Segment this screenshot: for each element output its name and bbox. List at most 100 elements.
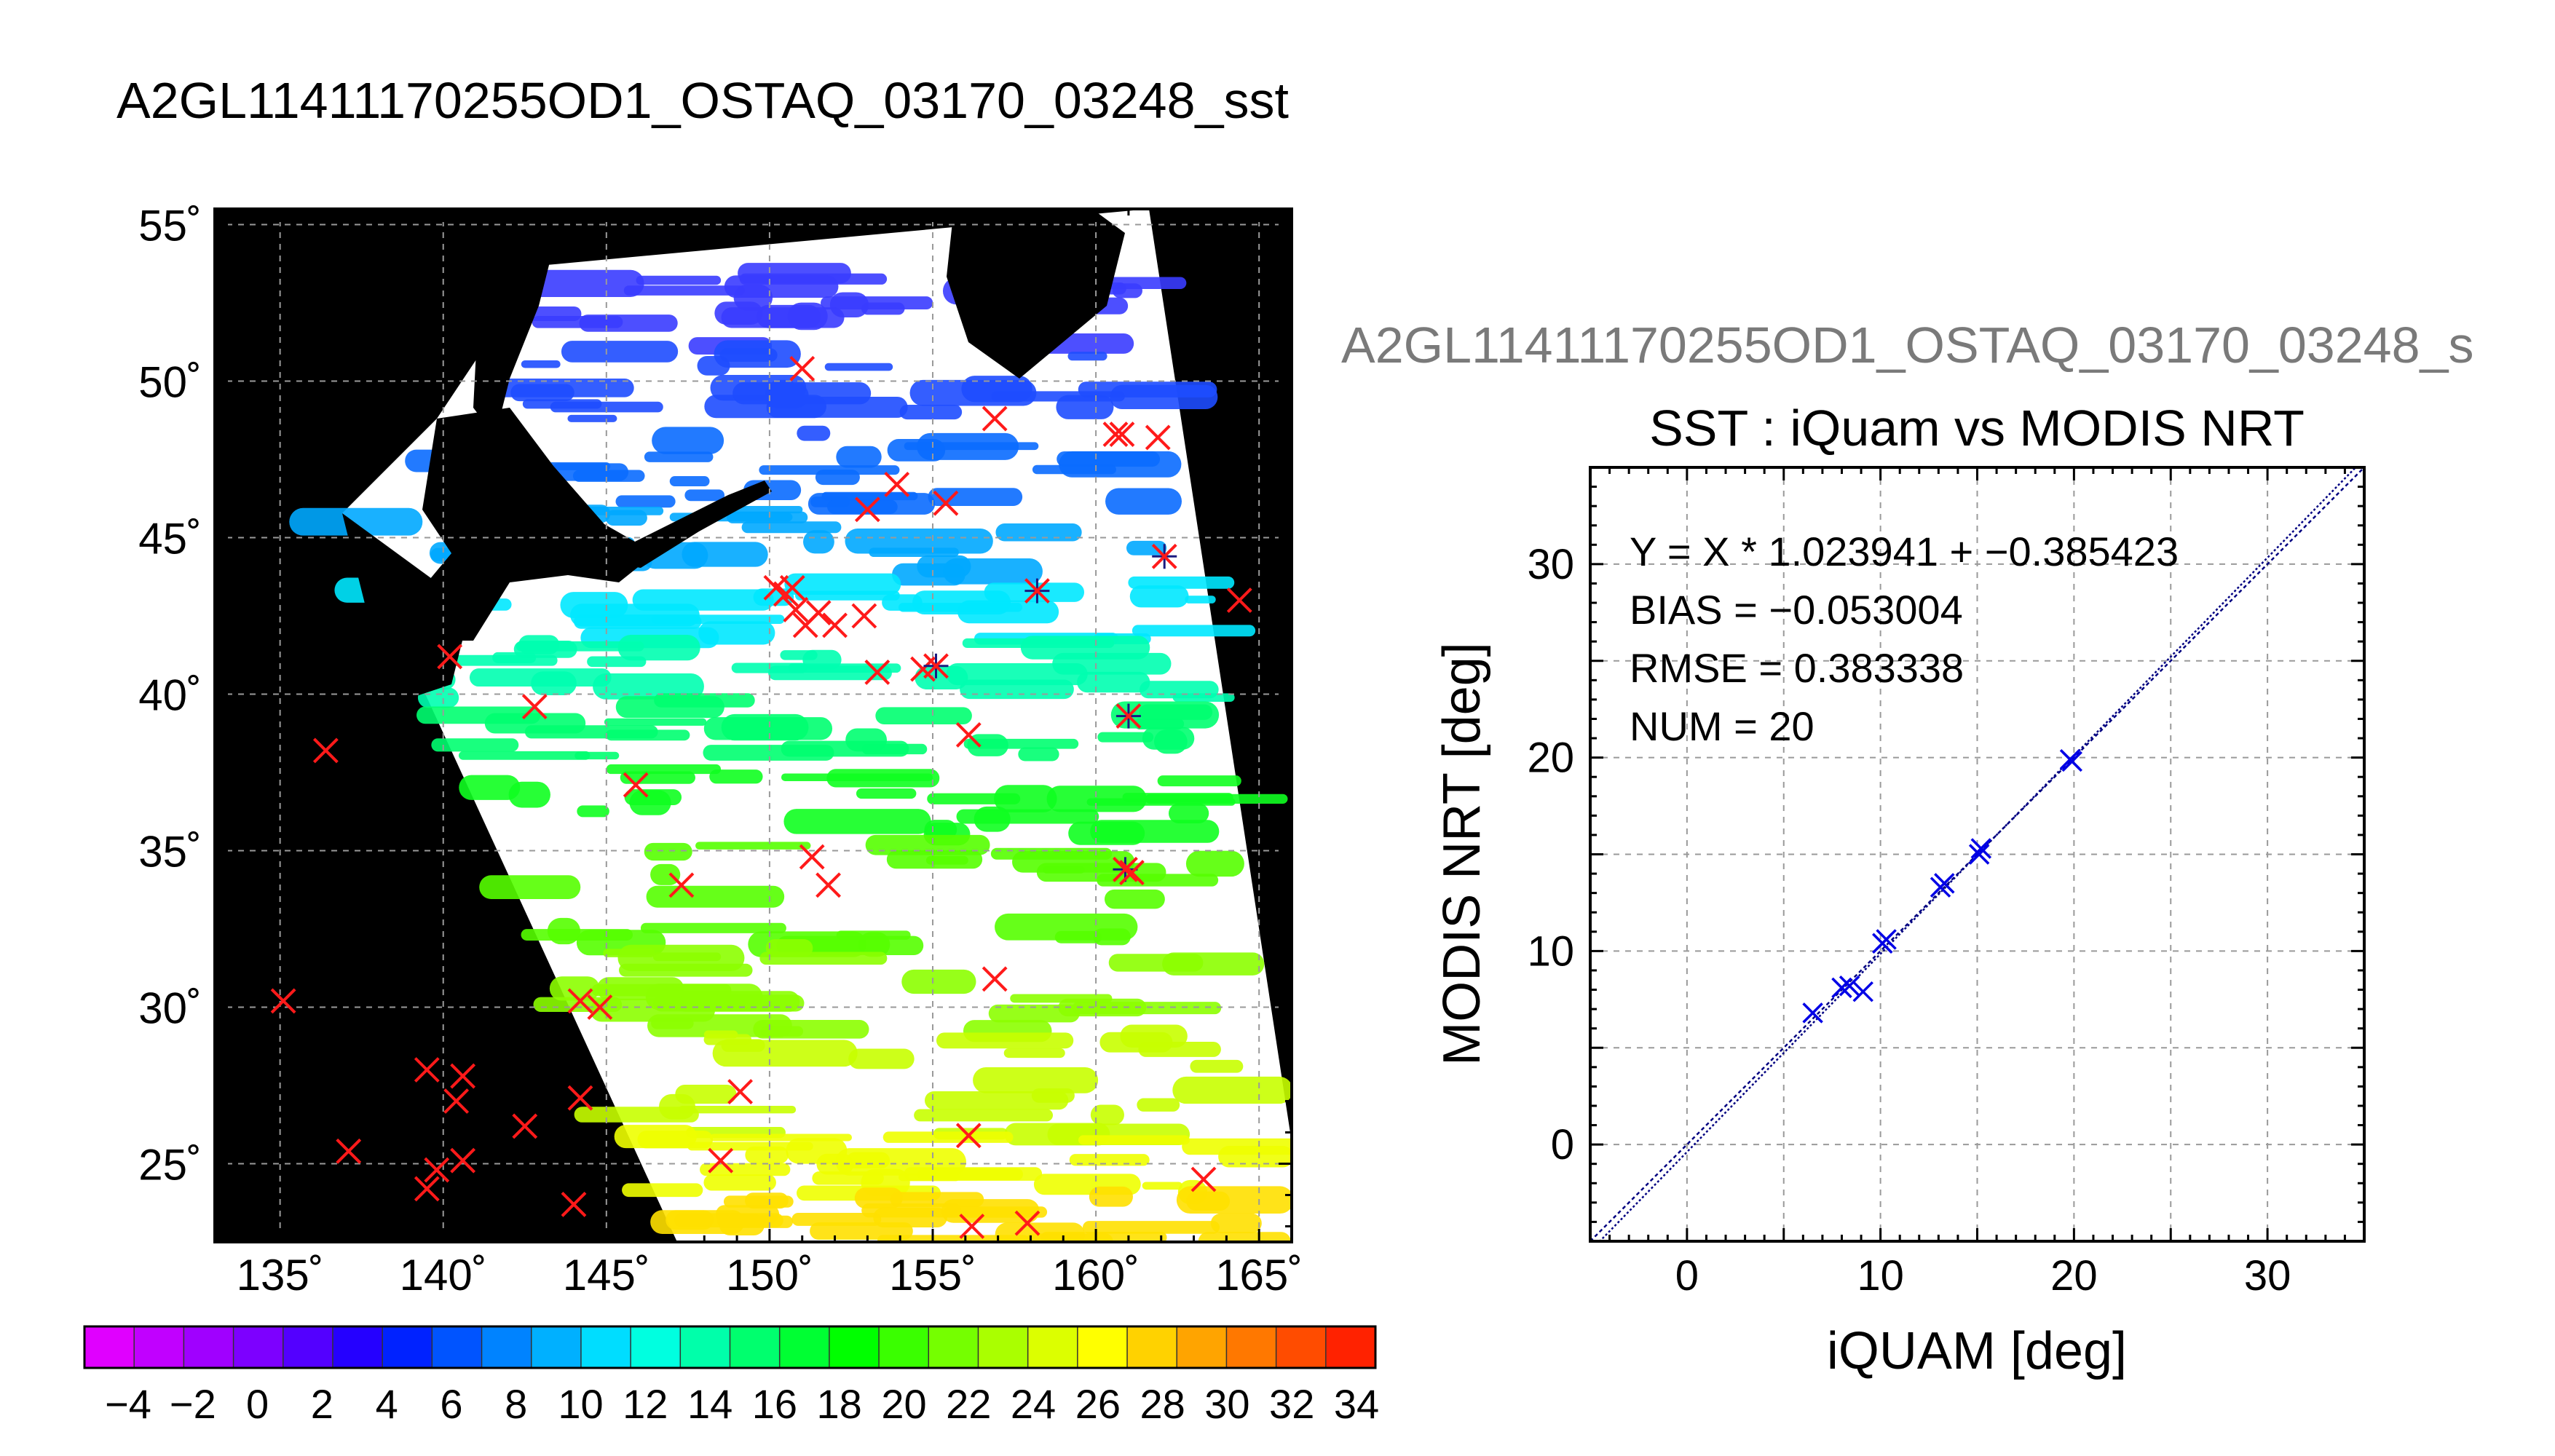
marker-stroke [1831,977,1852,999]
sst-patch [1210,1213,1262,1233]
sst-patch [622,1183,703,1198]
colorbar-tick-label: 6 [440,1381,462,1427]
sst-patch [912,590,1011,615]
sst-patch [861,1203,962,1218]
scatter-marker [1831,977,1852,999]
marker-stroke [623,772,649,798]
marker-stroke [708,1147,734,1174]
colorbar-cell [829,1326,880,1368]
scatter-marker [1968,844,1990,865]
sst-patch [988,1004,1080,1023]
sst-patch [990,847,1113,860]
map-marker [1109,422,1135,448]
sst-patch [615,696,724,719]
sst-patch [703,1174,776,1191]
sst-patch [596,977,684,1000]
sst-patch [784,573,901,596]
sst-patch [431,738,519,752]
marker-stroke [884,471,910,497]
map-marker [854,496,880,523]
sst-patch [567,414,617,422]
colorbar-tick-label: 16 [752,1381,797,1427]
sst-patch [561,341,679,363]
map-lon-label: 160˚ [1052,1251,1140,1299]
scatter-marker [1934,873,1955,894]
marker-stroke [854,496,880,523]
map-lat-label: 45˚ [138,515,202,563]
sst-patch [875,707,972,725]
marker-stroke [1852,981,1873,1002]
scatter-marker [1839,975,1860,997]
colorbar-tick-label: 18 [817,1381,862,1427]
map-panel: 55˚ 50˚ 45˚ 40˚ 35˚ 30˚ 25˚ 135˚ 140˚ 145˚ 150˚ 15… [138,202,1303,1300]
scatter-panel: A2GL11411170255OD1_OSTAQ_03170_03248_s S… [1341,317,2473,1380]
sst-patch [289,507,423,536]
marker-stroke [336,1138,362,1164]
marker-stroke [2061,751,2082,772]
sst-patch [1162,952,1265,976]
sst-patch [946,662,1088,686]
annotation-rmse: RMSE = 0.383338 [1630,645,1964,691]
marker-stroke [424,1157,450,1183]
scatter-marker [1970,838,1992,859]
map-lat-labels: 55˚ 50˚ 45˚ 40˚ 35˚ 30˚ 25˚ [138,202,202,1190]
annotation-fit-equation: Y = X * 1.023941 + −0.385423 [1630,529,2179,574]
sst-patch [1077,671,1150,693]
sst-patch [821,296,933,310]
sst-patch [531,671,577,696]
marker-stroke [955,1123,982,1149]
map-marker [933,490,959,516]
sst-patch [1069,1154,1150,1166]
map-lat-label: 25˚ [138,1141,202,1190]
sst-patch [1032,464,1116,475]
colorbar-cell [183,1326,234,1368]
marker-stroke [561,1191,587,1217]
marker-stroke [1876,929,1897,950]
sst-patch [1185,596,1216,604]
sst-patch [1185,850,1244,877]
map-marker [851,603,877,629]
colorbar-cell [1226,1326,1277,1368]
colorbar-cell [84,1326,135,1368]
sst-patch [765,939,813,957]
regression-line [1598,467,2358,1241]
sst-patches [289,263,1292,1242]
sst-patch [617,634,700,661]
sst-patch [1018,747,1059,761]
sst-patch [459,775,521,800]
sst-patch [646,885,785,908]
sst-patch [700,1163,791,1176]
sst-patch [1046,786,1147,812]
scatter-marker [2061,751,2082,772]
japan-land [415,408,655,641]
marker-stroke [982,405,1008,432]
sst-patch [780,650,818,660]
sst-patch [516,641,644,652]
map-marker [1024,578,1050,604]
sst-patch [574,751,620,760]
map-marker [312,737,339,764]
sst-patch [963,738,1079,749]
marker-stroke [450,1147,476,1174]
sst-patch [973,1067,1099,1093]
sst-patch [650,863,681,885]
scatter-title: SST : iQuam vs MODIS NRT [1649,400,2305,456]
marker-stroke [799,844,825,870]
scatter-title-prefix: A2GL11411170255OD1_OSTAQ_03170_03248_s [1341,317,2473,373]
colorbar-tick-label: 2 [311,1381,333,1427]
map-lon-label: 150˚ [726,1251,813,1299]
colorbar-cell [1325,1326,1376,1368]
map-marker [424,1157,450,1183]
sst-patch [791,1212,882,1226]
marker-stroke [521,694,548,720]
colorbar-tick-label: 14 [687,1381,732,1427]
sst-patch [909,379,1037,406]
scatter-ticks [1589,466,2366,1243]
map-marker [561,1191,587,1217]
map-marker [923,653,949,679]
sst-patch [1054,930,1102,943]
map-marker [567,1085,593,1111]
sst-patch [1157,775,1241,787]
scatter-marker [1802,1002,1823,1024]
sakhalin-land [473,248,553,437]
